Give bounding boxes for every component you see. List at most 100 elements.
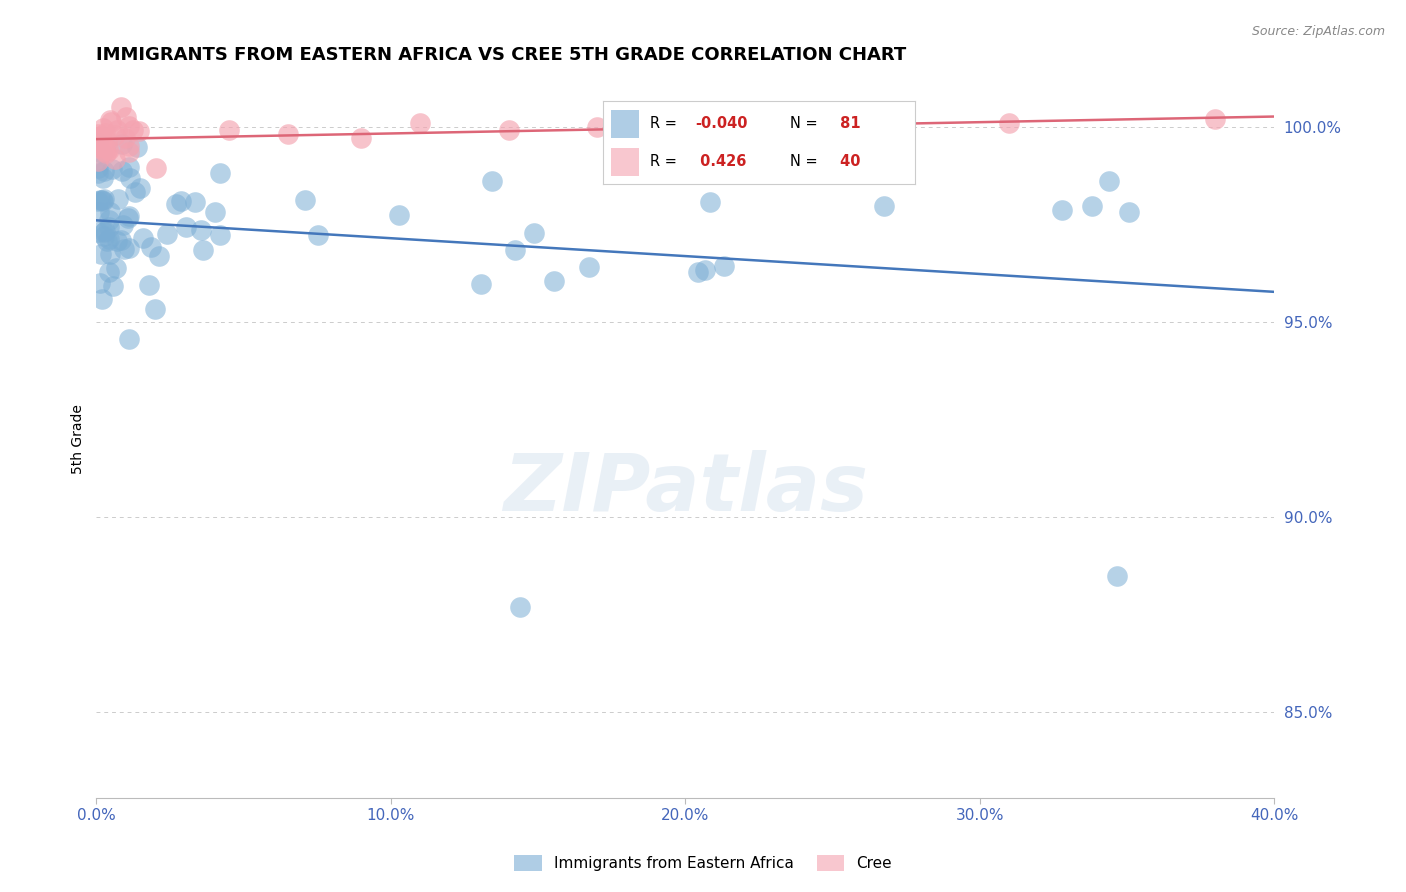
Point: [90, 129, 112, 144]
Point: [93, 229, 115, 244]
Point: [294, 193, 316, 207]
Text: Source: ZipAtlas.com: Source: ZipAtlas.com: [1251, 25, 1385, 38]
Point: [688, 264, 710, 278]
Point: [1081, 199, 1104, 213]
Point: [156, 227, 179, 242]
Point: [143, 302, 166, 317]
Point: [1098, 174, 1121, 188]
Point: [350, 131, 373, 145]
Point: [93, 126, 115, 140]
Point: [89, 193, 111, 207]
Point: [388, 208, 411, 222]
Point: [93, 145, 115, 159]
Point: [97, 142, 120, 156]
Point: [713, 259, 735, 273]
Point: [94, 224, 117, 238]
Point: [89, 276, 111, 290]
Point: [209, 166, 232, 180]
Point: [90, 145, 112, 160]
Point: [98, 247, 121, 261]
Point: [93, 225, 115, 239]
Point: [148, 249, 170, 263]
Point: [91, 292, 114, 306]
Point: [170, 194, 193, 208]
Point: [122, 122, 145, 136]
Point: [87, 161, 110, 175]
Point: [111, 218, 134, 232]
Point: [124, 186, 146, 200]
Y-axis label: 5th Grade: 5th Grade: [72, 404, 86, 474]
Text: IMMIGRANTS FROM EASTERN AFRICA VS CREE 5TH GRADE CORRELATION CHART: IMMIGRANTS FROM EASTERN AFRICA VS CREE 5…: [97, 46, 907, 64]
Point: [87, 129, 110, 144]
Point: [176, 220, 198, 235]
Point: [87, 127, 110, 141]
Point: [125, 140, 148, 154]
Point: [503, 243, 526, 257]
Point: [112, 242, 135, 256]
Point: [87, 130, 110, 145]
Point: [118, 241, 141, 255]
Point: [89, 136, 111, 150]
Point: [132, 231, 155, 245]
Point: [470, 277, 492, 291]
Point: [98, 113, 121, 128]
Point: [139, 239, 162, 253]
Point: [543, 274, 565, 288]
Point: [104, 128, 127, 142]
Point: [91, 121, 114, 136]
Point: [208, 227, 231, 242]
Point: [586, 120, 609, 134]
Point: [93, 141, 115, 155]
Point: [111, 137, 134, 152]
Point: [190, 223, 212, 237]
Point: [1204, 112, 1226, 126]
Point: [105, 234, 128, 248]
Point: [1118, 204, 1140, 219]
Point: [114, 130, 136, 145]
Point: [693, 263, 716, 277]
Point: [89, 137, 111, 152]
Point: [100, 114, 122, 128]
Point: [101, 162, 124, 177]
Point: [93, 163, 115, 178]
Point: [117, 211, 139, 225]
Point: [409, 115, 432, 129]
Point: [87, 136, 110, 150]
Point: [107, 193, 129, 207]
Point: [117, 160, 139, 174]
Point: [105, 123, 128, 137]
Point: [94, 146, 117, 161]
Point: [145, 161, 167, 175]
Point: [104, 152, 127, 166]
Point: [87, 194, 110, 208]
Point: [87, 226, 110, 240]
Point: [872, 199, 894, 213]
Point: [118, 145, 141, 159]
Point: [191, 243, 214, 257]
Point: [204, 205, 226, 219]
Point: [118, 171, 141, 186]
Point: [1050, 203, 1073, 218]
Point: [998, 115, 1021, 129]
Point: [509, 599, 531, 614]
Legend: Immigrants from Eastern Africa, Cree: Immigrants from Eastern Africa, Cree: [508, 849, 898, 877]
Point: [97, 212, 120, 227]
Point: [98, 232, 121, 246]
Point: [101, 278, 124, 293]
Point: [110, 100, 132, 114]
Point: [184, 195, 207, 210]
Point: [880, 115, 903, 129]
Point: [98, 144, 121, 158]
Point: [307, 228, 329, 243]
Point: [90, 247, 112, 261]
Point: [523, 226, 546, 240]
Point: [93, 193, 115, 207]
Point: [498, 123, 520, 137]
Point: [96, 134, 118, 148]
Point: [110, 233, 132, 247]
Point: [87, 205, 110, 219]
Point: [218, 123, 240, 137]
Point: [792, 162, 814, 177]
Point: [97, 265, 120, 279]
Point: [87, 154, 110, 169]
